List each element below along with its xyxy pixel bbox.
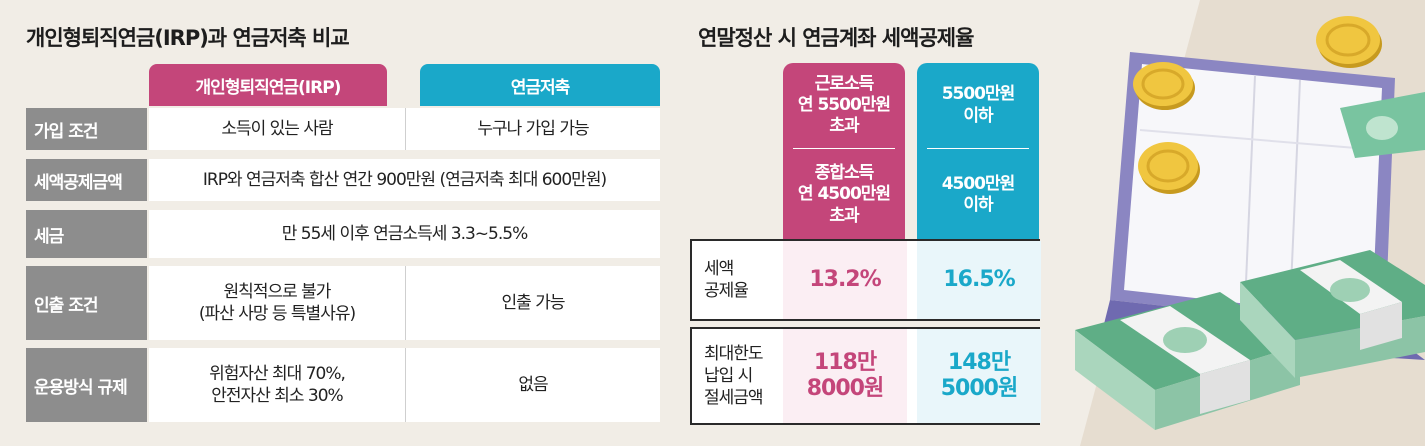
irp-cell: 위험자산 최대 70%, 안전자산 최소 30% bbox=[149, 348, 405, 422]
low-income-column: 5500만원 이하 4500만원 이하 bbox=[917, 63, 1039, 241]
high-income-line: 초과 bbox=[829, 116, 859, 137]
low-income-line: 5500만원 bbox=[941, 84, 1016, 105]
row-label: 운용방식 규제 bbox=[26, 348, 147, 422]
row-label: 세금 bbox=[26, 210, 147, 258]
irp-cell: 원칙적으로 불가 (파산 사망 등 특별사유) bbox=[149, 266, 405, 340]
high-income-line: 근로소득 bbox=[814, 73, 875, 94]
irp-comparison-title: 개인형퇴직연금(IRP)과 연금저축 비교 bbox=[26, 26, 350, 50]
low-income-rate: 16.5% bbox=[917, 241, 1041, 319]
table-row: 인출 조건 원칙적으로 불가 (파산 사망 등 특별사유) 인출 가능 bbox=[26, 266, 660, 340]
high-income-line: 연 4500만원 bbox=[797, 184, 891, 205]
low-income-line: 4500만원 bbox=[941, 173, 1016, 194]
row-label: 가입 조건 bbox=[26, 108, 147, 150]
row-label: 세액공제금액 bbox=[26, 159, 147, 201]
pension-savings-column-header: 연금저축 bbox=[420, 64, 660, 106]
low-income-line: 이하 bbox=[963, 195, 993, 215]
savings-cell: 없음 bbox=[405, 348, 660, 422]
money-stack-icon bbox=[1075, 292, 1300, 430]
irp-cell: 소득이 있는 사람 bbox=[149, 108, 405, 150]
deduction-rate-label: 세액 공제율 bbox=[704, 241, 749, 319]
irp-cell-line: 원칙적으로 불가 bbox=[223, 281, 332, 302]
table-row: 세액공제금액 IRP와 연금저축 합산 연간 900만원 (연금저축 최대 60… bbox=[26, 159, 660, 201]
high-income-column: 근로소득 연 5500만원 초과 종합소득 연 4500만원 초과 bbox=[783, 63, 905, 241]
label-line: 절세금액 bbox=[704, 388, 764, 409]
irp-column-header: 개인형퇴직연금(IRP) bbox=[149, 64, 387, 106]
label-line: 공제율 bbox=[704, 281, 749, 301]
gold-coin-icon bbox=[1316, 16, 1382, 68]
low-income-saving: 148만 5000원 bbox=[917, 329, 1041, 423]
max-saving-label: 최대한도 납입 시 절세금액 bbox=[704, 329, 764, 423]
column-divider bbox=[927, 148, 1029, 149]
gold-coin-icon bbox=[1138, 142, 1200, 194]
label-line: 최대한도 bbox=[704, 343, 764, 364]
table-row: 세금 만 55세 이후 연금소득세 3.3~5.5% bbox=[26, 210, 660, 258]
irp-cell-line: 위험자산 최대 70%, bbox=[209, 363, 346, 384]
irp-cell-line: 안전자산 최소 30% bbox=[211, 386, 343, 406]
label-line: 세액 bbox=[704, 258, 734, 279]
money-laptop-illustration bbox=[1075, 0, 1425, 446]
combined-cell: IRP와 연금저축 합산 연간 900만원 (연금저축 최대 600만원) bbox=[149, 159, 660, 201]
row-label: 인출 조건 bbox=[26, 266, 147, 340]
value-line: 5000원 bbox=[940, 376, 1018, 401]
column-divider bbox=[793, 148, 895, 149]
money-stack-icon bbox=[1240, 250, 1425, 378]
table-row: 운용방식 규제 위험자산 최대 70%, 안전자산 최소 30% 없음 bbox=[26, 348, 660, 422]
deduction-rate-box: 세액 공제율 13.2% 16.5% bbox=[690, 239, 1041, 321]
table-row: 가입 조건 소득이 있는 사람 누구나 가입 가능 bbox=[26, 108, 660, 150]
max-saving-box: 최대한도 납입 시 절세금액 118만 8000원 148만 5000원 bbox=[690, 327, 1041, 425]
value-line: 148만 bbox=[947, 349, 1011, 375]
value-line: 118만 bbox=[813, 349, 877, 375]
savings-cell: 인출 가능 bbox=[405, 266, 660, 340]
high-income-rate: 13.2% bbox=[783, 241, 907, 319]
deduction-rate-title: 연말정산 시 연금계좌 세액공제율 bbox=[698, 26, 974, 50]
high-income-line: 종합소득 bbox=[814, 163, 875, 184]
label-line: 납입 시 bbox=[704, 365, 753, 386]
high-income-line: 초과 bbox=[829, 205, 859, 226]
high-income-saving: 118만 8000원 bbox=[783, 329, 907, 423]
banknote-icon bbox=[1340, 92, 1425, 158]
value-line: 8000원 bbox=[806, 376, 884, 401]
gold-coin-icon bbox=[1133, 62, 1195, 110]
savings-cell: 누구나 가입 가능 bbox=[405, 108, 660, 150]
high-income-line: 연 5500만원 bbox=[797, 94, 891, 115]
combined-cell: 만 55세 이후 연금소득세 3.3~5.5% bbox=[149, 210, 660, 258]
irp-cell-line: (파산 사망 등 특별사유) bbox=[198, 304, 356, 324]
low-income-line: 이하 bbox=[963, 105, 993, 126]
